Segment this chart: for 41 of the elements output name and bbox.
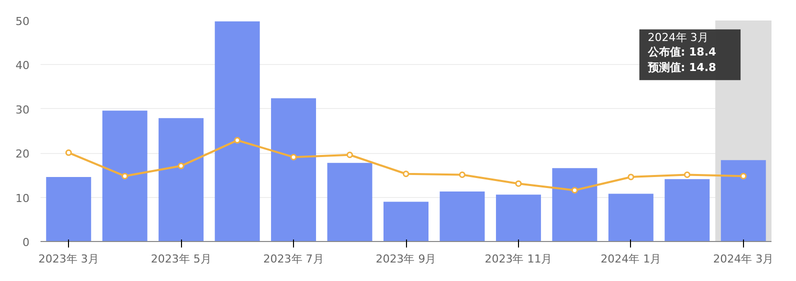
y-tick-label: 40	[16, 59, 30, 72]
y-tick-label: 20	[16, 148, 30, 161]
bar	[214, 21, 260, 242]
point	[234, 137, 241, 144]
point	[65, 149, 72, 156]
point	[571, 186, 578, 194]
y-tick-label: 10	[16, 192, 30, 205]
point	[515, 180, 522, 187]
bar	[46, 176, 92, 242]
y-tick-label: 30	[16, 103, 30, 116]
bar	[496, 194, 541, 242]
bar	[608, 194, 654, 242]
bar	[271, 98, 316, 242]
point	[740, 172, 747, 180]
point	[122, 172, 128, 180]
point	[346, 152, 354, 158]
point	[684, 172, 690, 178]
annotation: 公布值: 18.4	[646, 46, 717, 59]
x-tick-label: 2023年 5月	[150, 252, 212, 266]
bar	[384, 202, 428, 242]
point	[628, 174, 634, 180]
x-tick-label: 2023年 7月	[263, 252, 324, 266]
annotation: 2024年 3月	[648, 30, 708, 44]
x-tick-label: 2023年 9月	[376, 252, 436, 266]
bar	[664, 179, 710, 242]
y-tick-label: 50	[16, 15, 30, 28]
x-tick-label: 2024年 3月	[713, 252, 774, 266]
bar	[327, 162, 372, 242]
bar	[102, 110, 148, 242]
x-tick-label: 2024年 1月	[600, 252, 662, 266]
bar	[158, 118, 204, 242]
annotation: 预测值: 14.8	[646, 60, 716, 74]
y-tick-label: 0	[22, 236, 30, 249]
bar	[552, 168, 598, 242]
point	[290, 154, 297, 160]
point	[402, 170, 410, 178]
point	[458, 172, 466, 178]
x-tick-label: 2023年 3月	[38, 252, 99, 266]
x-tick-label: 2023年 11月	[484, 252, 552, 266]
bar	[440, 192, 485, 242]
point	[178, 162, 184, 170]
